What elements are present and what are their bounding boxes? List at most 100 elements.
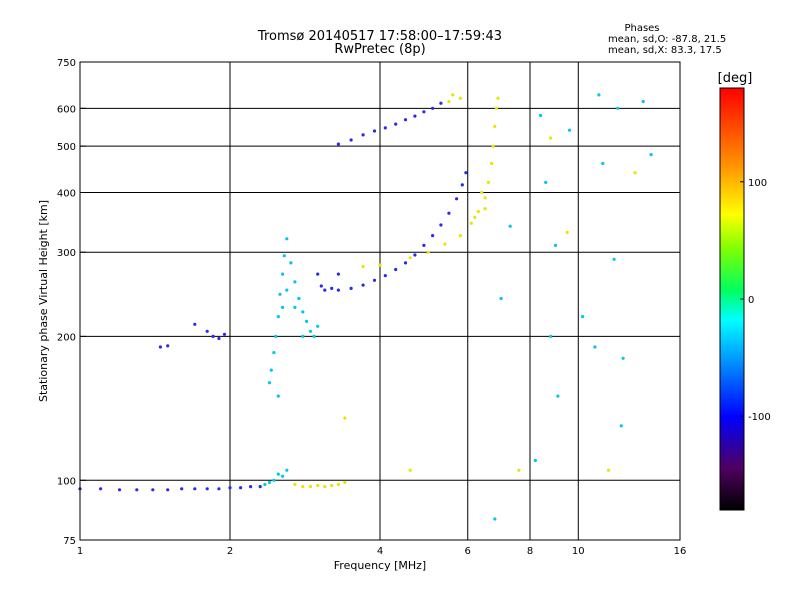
data-point — [455, 197, 459, 201]
data-point — [439, 223, 443, 227]
data-point — [476, 209, 480, 214]
data-point — [372, 278, 377, 282]
data-point — [349, 138, 353, 142]
data-point — [285, 468, 289, 472]
data-point — [336, 272, 340, 276]
data-point — [633, 171, 637, 175]
data-point — [282, 254, 286, 258]
data-point — [336, 288, 340, 292]
data-point — [166, 488, 170, 492]
chart-title: Tromsø 20140517 17:58:00–17:59:43 — [257, 29, 502, 44]
data-point — [297, 296, 301, 301]
data-point — [289, 261, 293, 265]
data-point — [616, 106, 620, 110]
data-point — [443, 242, 447, 246]
data-point — [378, 263, 382, 267]
data-points — [78, 93, 653, 521]
x-tick-label: 6 — [465, 546, 471, 557]
data-point — [117, 488, 122, 492]
data-point — [308, 485, 312, 489]
data-point — [581, 315, 585, 319]
data-point — [458, 234, 462, 238]
data-point — [316, 272, 320, 276]
grid-lines — [80, 62, 680, 540]
data-point — [372, 129, 377, 133]
data-point — [431, 106, 435, 110]
data-point — [258, 485, 262, 489]
data-point — [508, 224, 512, 228]
data-point — [301, 310, 305, 314]
y-tick-label: 200 — [57, 332, 76, 343]
data-point — [383, 274, 387, 278]
data-point — [323, 485, 327, 489]
data-point — [556, 394, 560, 398]
data-point — [330, 483, 334, 488]
data-point — [469, 221, 473, 225]
x-tick-label: 4 — [377, 546, 383, 557]
data-point — [494, 106, 498, 110]
data-point — [549, 136, 553, 140]
y-tick-label: 500 — [57, 142, 76, 153]
colorbar-label: [deg] — [718, 71, 753, 86]
data-point — [135, 488, 139, 492]
data-point — [278, 292, 282, 296]
data-point — [403, 118, 408, 122]
data-point — [493, 124, 497, 128]
data-point — [330, 286, 334, 290]
data-point — [486, 180, 490, 184]
data-point — [301, 334, 305, 338]
data-point — [272, 478, 276, 482]
data-point — [539, 113, 543, 117]
data-point — [193, 322, 197, 326]
y-tick-label: 400 — [57, 188, 76, 199]
colorbar-tick-label: -100 — [748, 412, 771, 423]
data-point — [483, 196, 487, 200]
data-point — [408, 256, 412, 260]
data-point — [422, 243, 426, 247]
data-point — [431, 234, 435, 238]
colorbar-tick-label: 100 — [748, 178, 767, 189]
data-point — [316, 324, 320, 328]
data-point — [312, 334, 316, 338]
data-point — [267, 381, 272, 385]
x-tick-label: 10 — [572, 546, 585, 557]
data-point — [305, 319, 309, 323]
data-point — [426, 250, 430, 254]
data-point — [408, 468, 412, 472]
data-point — [336, 482, 340, 487]
data-point — [553, 243, 558, 247]
data-point — [413, 253, 417, 257]
data-point — [293, 305, 297, 309]
x-ticks: 1 2 4 6 8 10 16 — [77, 546, 687, 557]
data-point — [211, 334, 215, 338]
data-point — [567, 128, 572, 132]
plot-frame — [79, 61, 681, 541]
data-point — [274, 334, 278, 338]
data-point — [612, 257, 616, 261]
data-point — [490, 161, 494, 166]
data-point — [413, 114, 417, 118]
data-point — [641, 99, 645, 104]
data-point — [491, 144, 495, 148]
data-point — [458, 96, 462, 100]
data-point — [267, 480, 272, 484]
data-point — [217, 487, 221, 491]
data-point — [336, 142, 340, 146]
data-point — [151, 488, 155, 492]
data-point — [361, 283, 365, 287]
data-point — [319, 284, 323, 288]
y-ticks: 75 100 200 300 400 500 600 750 — [57, 58, 86, 547]
data-point — [499, 296, 503, 301]
data-point — [493, 517, 497, 521]
data-point — [473, 215, 477, 219]
data-point — [593, 345, 597, 349]
colorbar-tick-label: 0 — [748, 295, 754, 306]
data-point — [222, 332, 227, 336]
data-point — [361, 133, 365, 137]
data-point — [323, 288, 327, 292]
data-point — [361, 264, 365, 269]
data-point — [394, 267, 398, 272]
data-point — [281, 305, 285, 309]
data-point — [549, 334, 553, 338]
